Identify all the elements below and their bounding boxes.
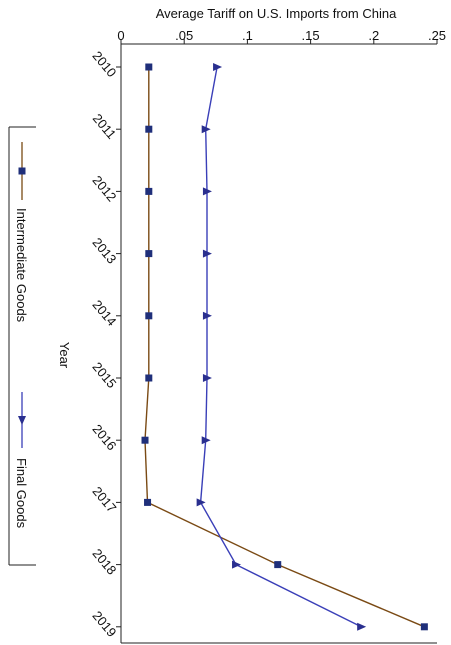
legend-frame bbox=[8, 126, 36, 566]
x-axis: 0 .05 .1 .15 .2 .25 bbox=[117, 28, 446, 44]
y-tick-label: 2011 bbox=[90, 111, 119, 142]
data-point-final bbox=[202, 249, 212, 258]
plot-area bbox=[141, 63, 428, 631]
data-point-intermediate bbox=[145, 125, 153, 133]
data-point-intermediate bbox=[145, 63, 153, 71]
data-point-final bbox=[202, 374, 212, 382]
data-point-final bbox=[201, 125, 211, 134]
y-axis-label: Year bbox=[57, 342, 72, 369]
y-axis: 2010 2011 2012 2013 2014 2015 2016 2017 2018 2019 bbox=[89, 48, 121, 640]
x-tick-label: .2 bbox=[368, 28, 379, 43]
legend-label-final: Final Goods bbox=[14, 458, 29, 529]
data-point-intermediate bbox=[144, 498, 152, 506]
legend-marker-intermediate bbox=[18, 167, 26, 175]
y-tick-label: 2019 bbox=[89, 608, 119, 640]
y-tick-label: 2016 bbox=[89, 421, 119, 453]
data-point-final bbox=[196, 498, 206, 507]
data-point-intermediate bbox=[274, 561, 282, 569]
data-point-final bbox=[232, 560, 242, 569]
x-tick-label: .25 bbox=[428, 28, 446, 43]
legend-label-intermediate: Intermediate Goods bbox=[14, 208, 29, 323]
x-axis-label: Average Tariff on U.S. Imports from Chin… bbox=[156, 6, 397, 21]
legend-marker-final bbox=[18, 416, 26, 425]
y-tick-label: 2012 bbox=[89, 173, 119, 205]
series-line-intermediate bbox=[144, 67, 425, 628]
legend: Intermediate Goods Final Goods bbox=[8, 126, 36, 566]
data-point-final bbox=[357, 622, 367, 631]
data-point-final bbox=[213, 63, 223, 71]
x-tick-label: 0 bbox=[117, 28, 124, 43]
y-tick-label: 2014 bbox=[89, 297, 119, 329]
x-tick-label: .15 bbox=[302, 28, 320, 43]
plot-frame bbox=[120, 43, 437, 644]
data-point-final bbox=[202, 311, 212, 320]
series-line-final bbox=[199, 66, 362, 628]
x-tick-label: .1 bbox=[242, 28, 253, 43]
data-point-final bbox=[201, 436, 211, 445]
y-tick-label: 2015 bbox=[89, 359, 119, 391]
data-point-final bbox=[202, 187, 212, 196]
data-point-intermediate bbox=[141, 436, 149, 444]
y-tick-label: 2018 bbox=[89, 546, 119, 578]
data-point-intermediate bbox=[145, 250, 153, 258]
data-point-intermediate bbox=[145, 312, 153, 320]
y-tick-label: 2013 bbox=[89, 235, 119, 267]
data-point-intermediate bbox=[145, 187, 153, 195]
y-tick-label: 2017 bbox=[89, 484, 119, 516]
data-point-intermediate bbox=[145, 374, 153, 382]
y-tick-label: 2010 bbox=[89, 48, 119, 80]
x-tick-label: .05 bbox=[175, 28, 193, 43]
data-point-intermediate bbox=[420, 623, 428, 631]
